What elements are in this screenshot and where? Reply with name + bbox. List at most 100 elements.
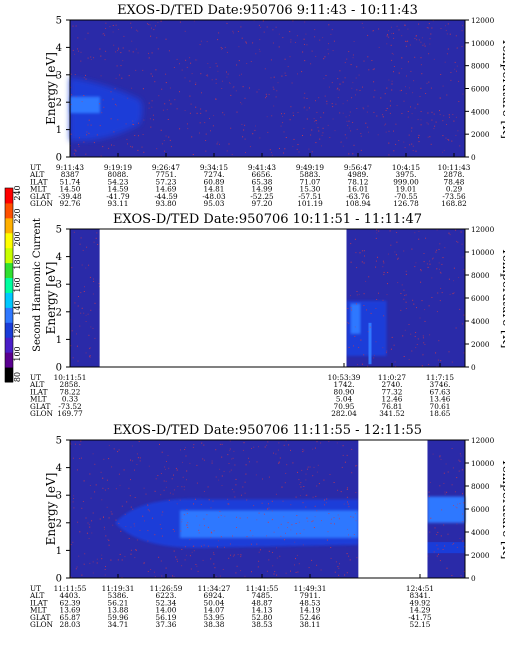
table-cell: 9:49:19 bbox=[296, 163, 324, 172]
y2-tick-label: 6000 bbox=[471, 505, 490, 514]
table-cell: 108.94 bbox=[345, 199, 371, 208]
table-cell: 52.80 bbox=[252, 613, 273, 622]
table-cell: 11:0:27 bbox=[378, 373, 406, 382]
table-cell: -48.03 bbox=[202, 192, 226, 201]
table-cell: 2858. bbox=[60, 380, 81, 389]
table-cell: -52.25 bbox=[250, 192, 274, 201]
table-row-label: ALT bbox=[29, 170, 45, 179]
y-axis-label: Energy [eV] bbox=[44, 52, 58, 125]
table-cell: 6223. bbox=[156, 591, 177, 600]
table-cell: 13.46 bbox=[430, 395, 451, 404]
y-tick-label: 0 bbox=[56, 574, 62, 585]
panel-title: EXOS-D/TED Date:950706 10:11:51 - 11:11:… bbox=[113, 212, 422, 227]
colorbar-segment bbox=[5, 352, 13, 368]
colorbar-segment bbox=[5, 232, 13, 249]
table-cell: 59.96 bbox=[108, 613, 129, 622]
y-tick-label: 3 bbox=[56, 70, 62, 81]
table-cell: 11:11:55 bbox=[54, 584, 87, 593]
energy-bands bbox=[115, 496, 465, 554]
table-cell: 9:19:19 bbox=[104, 163, 132, 172]
table-cell: 16.01 bbox=[348, 185, 369, 194]
table-cell: 51.74 bbox=[60, 177, 81, 186]
table-cell: -41.75 bbox=[408, 613, 432, 622]
band-low-right bbox=[427, 542, 465, 554]
table-cell: 50.04 bbox=[204, 598, 225, 607]
table-row-label: MLT bbox=[30, 606, 47, 615]
table-cell: 169.77 bbox=[57, 409, 83, 418]
colorbar-segment bbox=[5, 217, 13, 234]
table-cell: -63.76 bbox=[346, 192, 370, 201]
y-tick-label: 4 bbox=[56, 252, 62, 263]
y2-tick-label: 2000 bbox=[471, 551, 490, 560]
y-tick-label: 1 bbox=[56, 125, 62, 136]
y2-tick-label: 12000 bbox=[471, 16, 495, 25]
table-row-label: UT bbox=[30, 163, 41, 172]
table-cell: 4403. bbox=[60, 591, 81, 600]
colorbar-tick-label: 140 bbox=[13, 300, 22, 315]
table-cell: -39.48 bbox=[58, 192, 82, 201]
table-cell: 12.46 bbox=[382, 395, 403, 404]
table-cell: 38.53 bbox=[252, 620, 273, 629]
y2-tick-label: 10000 bbox=[471, 39, 495, 48]
y2-axis-label: Temperature [K] bbox=[500, 248, 505, 349]
colorbar-segment bbox=[5, 262, 13, 279]
table-cell: 7911. bbox=[300, 591, 321, 600]
table-cell: 14.99 bbox=[252, 185, 273, 194]
table-cell: 4989. bbox=[348, 170, 369, 179]
colorbar-tick-label: 200 bbox=[13, 231, 22, 246]
table-row-label: GLAT bbox=[30, 192, 51, 201]
y-tick-label: 0 bbox=[56, 363, 62, 374]
band-spike bbox=[368, 322, 372, 365]
table-cell: 5883. bbox=[300, 170, 321, 179]
y2-tick-label: 0 bbox=[471, 153, 476, 162]
table-cell: 11:49:31 bbox=[294, 584, 327, 593]
table-cell: 9:11:43 bbox=[56, 163, 84, 172]
table-cell: -73.52 bbox=[58, 402, 81, 411]
table-cell: 999.00 bbox=[393, 177, 419, 186]
table-cell: 7485. bbox=[252, 591, 273, 600]
panel-2: EXOS-D/TED Date:950706 10:11:51 - 11:11:… bbox=[29, 212, 505, 418]
y-tick-label: 5 bbox=[56, 436, 62, 447]
table-row-label: ILAT bbox=[30, 177, 48, 186]
table-row-label: ALT bbox=[29, 380, 45, 389]
table-cell: 77.32 bbox=[382, 387, 403, 396]
panel-3: EXOS-D/TED Date:950706 11:11:55 - 12:11:… bbox=[29, 423, 505, 629]
table-cell: 8088. bbox=[108, 170, 129, 179]
colorbar-tick-label: 80 bbox=[13, 372, 22, 382]
table-cell: 168.82 bbox=[441, 199, 467, 208]
band-core-right bbox=[427, 496, 465, 523]
table-cell: 10:11:51 bbox=[54, 373, 87, 382]
table-cell: 14.81 bbox=[204, 185, 225, 194]
colorbar-segment bbox=[5, 367, 13, 383]
table-cell: 11:34:27 bbox=[198, 584, 231, 593]
table-cell: 97.20 bbox=[252, 199, 273, 208]
table-cell: 8341. bbox=[410, 591, 431, 600]
table-cell: 53.95 bbox=[204, 613, 225, 622]
y2-tick-label: 2000 bbox=[471, 340, 490, 349]
table-cell: 10:11:43 bbox=[438, 163, 471, 172]
table-cell: -44.59 bbox=[154, 192, 178, 201]
y2-tick-label: 6000 bbox=[471, 294, 490, 303]
colorbar-tick-label: 240 bbox=[13, 185, 22, 200]
table-cell: 70.61 bbox=[430, 402, 451, 411]
panel-1: EXOS-D/TED Date:950706 9:11:43 - 10:11:4… bbox=[29, 3, 505, 208]
table-cell: 93.11 bbox=[108, 199, 129, 208]
table-cell: 9:34:15 bbox=[200, 163, 228, 172]
colorbar-tick-label: 100 bbox=[13, 346, 22, 361]
y-tick-label: 3 bbox=[56, 491, 62, 502]
y2-tick-label: 8000 bbox=[471, 482, 490, 491]
table-row-label: GLON bbox=[30, 620, 54, 629]
y2-tick-label: 0 bbox=[471, 574, 476, 583]
table-cell: 76.81 bbox=[382, 402, 403, 411]
table-row-label: UT bbox=[30, 584, 41, 593]
table-cell: 14.13 bbox=[252, 606, 273, 615]
table-cell: 282.04 bbox=[331, 409, 357, 418]
table-row-label: GLON bbox=[30, 199, 54, 208]
colorbar-segment bbox=[5, 247, 13, 264]
table-cell: 14.19 bbox=[300, 606, 321, 615]
table-cell: 49.92 bbox=[410, 598, 431, 607]
table-cell: 0.33 bbox=[62, 395, 79, 404]
table-cell: 126.78 bbox=[393, 199, 419, 208]
y-tick-label: 4 bbox=[56, 43, 62, 54]
y2-tick-label: 0 bbox=[471, 363, 476, 372]
